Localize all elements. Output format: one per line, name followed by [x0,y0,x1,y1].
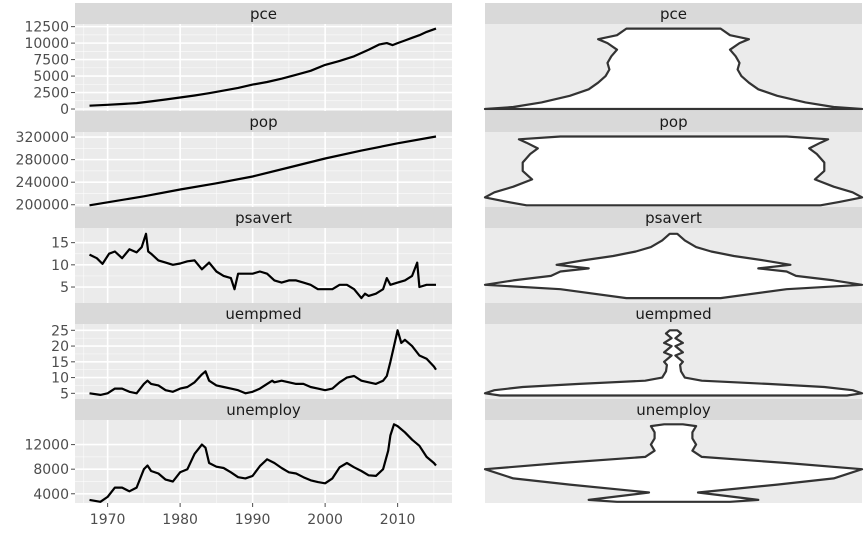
facet-pop-violin: pop [483,111,864,207]
violin-uempmed [483,329,864,397]
y-tick-label: 12500 [24,20,69,36]
facet-psavert-violin: psavert [483,207,864,303]
strip-label-unemploy: unemploy [636,401,711,419]
series-line-uempmed [89,329,437,396]
facet-pop-line: pop 200000 240000 280000 320000 [16,111,452,214]
y-tick-label: 15 [51,355,69,371]
violin-pce [483,27,864,111]
y-tick-label: 5000 [33,69,69,85]
x-tick-label: 1970 [90,512,126,528]
strip-label-pce: pce [660,5,687,23]
strip-pop [75,111,452,132]
strip-label-uempmed: uempmed [225,305,301,323]
facet-unemploy-line: unemploy 4000 8000 12000 [24,399,452,503]
y-tick-label: 12000 [24,438,69,454]
strip-pce [75,3,452,24]
x-tick-label: 1990 [235,512,271,528]
y-tick-label: 15 [51,236,69,252]
x-tick-label: 1980 [162,512,198,528]
strip-pce [485,3,862,24]
y-tick-label: 2500 [33,86,69,102]
series-line-pce [89,27,437,107]
y-tick-label: 320000 [16,130,69,146]
series-line-unemploy [89,423,437,503]
violin-pop [483,135,864,207]
strip-label-pce: pce [250,5,277,23]
y-tick-label: 10 [51,371,69,387]
strip-uempmed [485,303,862,324]
facet-uempmed-violin: uempmed [483,303,864,399]
y-tick-label: 280000 [16,153,69,169]
violin-psavert [483,232,864,300]
strip-unemploy [75,399,452,420]
y-tick-label: 25 [51,323,69,339]
strip-unemploy [485,399,862,420]
y-tick-label: 10000 [24,36,69,52]
y-tick-label: 10 [51,258,69,274]
facet-psavert-line: psavert 5 10 15 [51,207,452,303]
y-tick-label: 5 [60,386,69,402]
x-tick-label: 2000 [307,512,343,528]
y-tick-label: 20 [51,339,69,355]
y-tick-label: 8000 [33,462,69,478]
strip-label-uempmed: uempmed [635,305,711,323]
strip-pop [485,111,862,132]
strip-psavert [75,207,452,228]
series-line-psavert [89,232,436,300]
strip-label-pop: pop [659,113,687,131]
facet-unemploy-violin: unemploy [483,399,864,503]
series-line-pop [89,135,437,207]
x-axis: 1970 1980 1990 2000 2010 [90,503,416,528]
y-tick-label: 5 [60,280,69,296]
strip-uempmed [75,303,452,324]
violin-unemploy [483,423,864,503]
strip-psavert [485,207,862,228]
strip-label-psavert: psavert [645,209,702,227]
strip-label-pop: pop [249,113,277,131]
strip-label-psavert: psavert [235,209,292,227]
strip-label-unemploy: unemploy [226,401,301,419]
y-tick-label: 200000 [16,198,69,214]
y-tick-label: 4000 [33,487,69,503]
facet-pce-violin: pce [483,3,864,111]
x-tick-label: 2010 [380,512,416,528]
y-tick-label: 0 [60,102,69,118]
y-tick-label: 240000 [16,175,69,191]
y-tick-label: 7500 [33,53,69,69]
